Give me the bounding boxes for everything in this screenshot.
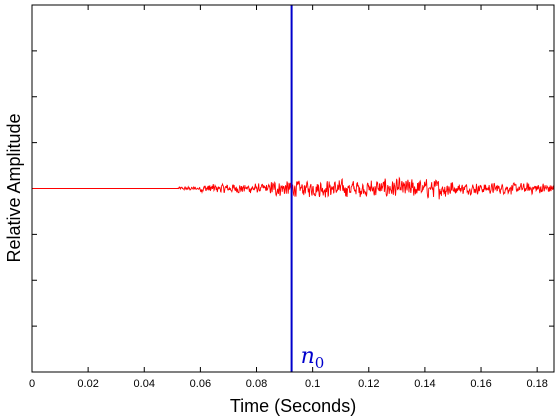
x-axis-ticks [31,5,538,372]
x-tick-label: 0.1 [305,378,320,390]
x-tick-label: 0.02 [77,378,98,390]
x-tick-label: 0.04 [134,378,155,390]
x-axis-label: Time (Seconds) [230,396,356,416]
x-tick-label: 0.12 [358,378,379,390]
plot-frame [31,4,555,373]
marker-label-main: n [301,344,315,369]
signal-line [32,176,554,200]
x-tick-label: 0.16 [470,378,491,390]
marker-label-subscript: 0 [315,354,325,372]
marker-label: n0 [301,344,325,372]
x-axis-tick-labels: 0 0.02 0.04 0.06 0.08 0.1 0.12 0.14 0.16 0.18 [29,378,548,390]
series-layer [32,176,554,200]
x-tick-label: 0.06 [190,378,211,390]
x-tick-label: 0 [29,378,35,390]
x-tick-label: 0.14 [414,378,435,390]
annotation-layer: n0 [290,5,325,372]
y-axis-label: Relative Amplitude [4,113,24,262]
x-tick-label: 0.08 [246,378,267,390]
x-tick-label: 0.18 [526,378,547,390]
